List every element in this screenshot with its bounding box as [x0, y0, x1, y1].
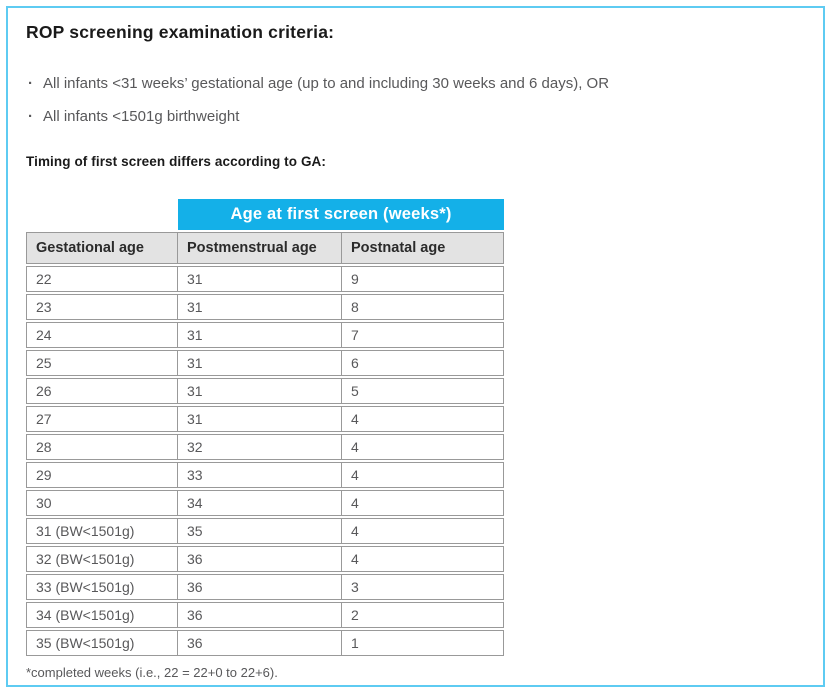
- table-cell: 27: [26, 406, 178, 432]
- section-subtitle: Timing of first screen differs according…: [26, 154, 326, 169]
- table-cell: 35 (BW<1501g): [26, 630, 178, 656]
- table-cell: 31 (BW<1501g): [26, 518, 178, 544]
- banner-row: Age at first screen (weeks*): [26, 199, 505, 230]
- table-cell: 30: [26, 490, 178, 516]
- table-row: 24 31 7: [26, 322, 505, 348]
- table-row: 35 (BW<1501g) 36 1: [26, 630, 505, 656]
- table-cell: 7: [342, 322, 505, 348]
- table-cell: 35: [178, 518, 342, 544]
- table-row: 29 33 4: [26, 462, 505, 488]
- table-cell: 36: [178, 546, 342, 572]
- table-cell: 31: [178, 406, 342, 432]
- table-cell: 5: [342, 378, 505, 404]
- table-row: 32 (BW<1501g) 36 4: [26, 546, 505, 572]
- table-cell: 29: [26, 462, 178, 488]
- table-cell: 33 (BW<1501g): [26, 574, 178, 600]
- table-cell: 24: [26, 322, 178, 348]
- table-row: 27 31 4: [26, 406, 505, 432]
- table-cell: 31: [178, 266, 342, 292]
- table-row: 33 (BW<1501g) 36 3: [26, 574, 505, 600]
- table-cell: 31: [178, 322, 342, 348]
- table-cell: 4: [342, 434, 505, 460]
- table-cell: 3: [342, 574, 505, 600]
- table-cell: 2: [342, 602, 505, 628]
- column-header-postmenstrual-age: Postmenstrual age: [178, 232, 342, 264]
- document-page: ROP screening examination criteria: · Al…: [6, 6, 825, 687]
- table-cell: 1: [342, 630, 505, 656]
- table-row: 30 34 4: [26, 490, 505, 516]
- bullet-icon: ·: [28, 108, 33, 125]
- list-item: · All infants <1501g birthweight: [28, 107, 805, 127]
- table-cell: 31: [178, 294, 342, 320]
- table-cell: 36: [178, 574, 342, 600]
- table-cell: 4: [342, 462, 505, 488]
- column-header-gestational-age: Gestational age: [26, 232, 178, 264]
- table-cell: 25: [26, 350, 178, 376]
- table-cell: 8: [342, 294, 505, 320]
- page-title: ROP screening examination criteria:: [26, 22, 335, 42]
- column-header-postnatal-age: Postnatal age: [342, 232, 505, 264]
- table-cell: 26: [26, 378, 178, 404]
- table-row: 28 32 4: [26, 434, 505, 460]
- criteria-list: · All infants <31 weeks’ gestational age…: [26, 74, 805, 127]
- table-cell: 36: [178, 602, 342, 628]
- table-row: 25 31 6: [26, 350, 505, 376]
- table-cell: 33: [178, 462, 342, 488]
- table-cell: 34: [178, 490, 342, 516]
- table-banner: Age at first screen (weeks*): [178, 199, 505, 230]
- table-cell: 28: [26, 434, 178, 460]
- criteria-text-birthweight: All infants <1501g birthweight: [43, 108, 240, 125]
- banner-spacer: [26, 199, 178, 230]
- header-row: Gestational age Postmenstrual age Postna…: [26, 232, 505, 264]
- table-cell: 6: [342, 350, 505, 376]
- table-cell: 32: [178, 434, 342, 460]
- table-cell: 4: [342, 490, 505, 516]
- bullet-icon: ·: [28, 75, 33, 92]
- table-cell: 36: [178, 630, 342, 656]
- table-cell: 32 (BW<1501g): [26, 546, 178, 572]
- table-row: 23 31 8: [26, 294, 505, 320]
- table-cell: 34 (BW<1501g): [26, 602, 178, 628]
- table-cell: 4: [342, 546, 505, 572]
- table-cell: 9: [342, 266, 505, 292]
- table-cell: 4: [342, 518, 505, 544]
- table-cell: 31: [178, 350, 342, 376]
- table-row: 26 31 5: [26, 378, 505, 404]
- table-row: 34 (BW<1501g) 36 2: [26, 602, 505, 628]
- table-row: 22 31 9: [26, 266, 505, 292]
- table-cell: 23: [26, 294, 178, 320]
- criteria-text-gestational: All infants <31 weeks’ gestational age (…: [43, 75, 610, 92]
- list-item: · All infants <31 weeks’ gestational age…: [28, 74, 805, 94]
- screening-timing-table: Age at first screen (weeks*) Gestational…: [26, 197, 505, 658]
- table-cell: 31: [178, 378, 342, 404]
- table-cell: 4: [342, 406, 505, 432]
- table-row: 31 (BW<1501g) 35 4: [26, 518, 505, 544]
- table-cell: 22: [26, 266, 178, 292]
- footnote: *completed weeks (i.e., 22 = 22+0 to 22+…: [26, 665, 278, 680]
